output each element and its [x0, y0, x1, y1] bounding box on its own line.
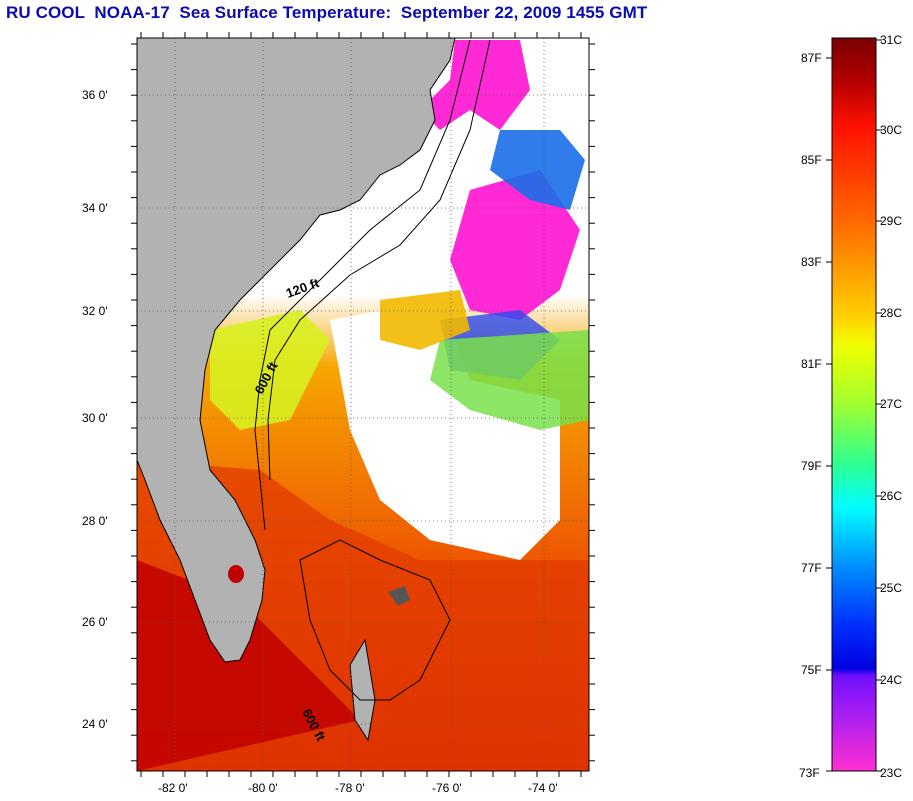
lon-label: -80 0': [248, 781, 278, 795]
fahrenheit-label: 87F: [801, 51, 822, 65]
fahrenheit-label: 79F: [801, 459, 822, 473]
map-frame: [136, 37, 590, 772]
lat-label: 36 0': [82, 88, 108, 102]
celsius-label: 24C: [880, 673, 902, 687]
contour-600ft: [267, 39, 491, 481]
orange-patch-north: [380, 290, 470, 350]
lat-label: 26 0': [82, 615, 108, 629]
graticule: [137, 38, 589, 771]
lat-label: 30 0': [82, 411, 108, 425]
celsius-label: 28C: [880, 306, 902, 320]
land-mass: [137, 38, 456, 663]
colorbar-gradient: [831, 37, 877, 772]
celsius-label: 23C: [880, 766, 902, 780]
page-title: RU COOL NOAA-17 Sea Surface Temperature:…: [6, 3, 648, 22]
lon-label: -82 0': [158, 781, 188, 795]
lon-label: -74 0': [528, 781, 558, 795]
lat-ticks: [131, 43, 595, 762]
lat-label: 28 0': [82, 514, 108, 528]
fahrenheit-label: 85F: [801, 153, 822, 167]
island-abaco: [388, 586, 410, 606]
cold-patch-1: [420, 40, 530, 130]
celsius-label: 25C: [880, 581, 902, 595]
cloud-region: [330, 300, 560, 560]
fahrenheit-label: 73F: [799, 766, 820, 780]
celsius-label: 29C: [880, 214, 902, 228]
contour-bahamas: [299, 539, 451, 701]
cold-patch-2: [450, 170, 580, 320]
lat-label: 24 0': [82, 717, 108, 731]
lon-ticks: [140, 32, 582, 777]
green-band: [430, 330, 589, 430]
cold-patch-3: [490, 130, 585, 210]
fahrenheit-label: 81F: [801, 357, 822, 371]
fahrenheit-label: 75F: [801, 663, 822, 677]
celsius-label: 31C: [880, 33, 902, 47]
fahrenheit-label: 77F: [801, 561, 822, 575]
celsius-label: 30C: [880, 123, 902, 137]
colorbar-ticks: [826, 39, 882, 772]
lat-label: 34 0': [82, 201, 108, 215]
hot-region: [137, 560, 360, 771]
yellow-band: [210, 310, 330, 430]
contour-120ft: [254, 39, 471, 531]
celsius-label: 27C: [880, 397, 902, 411]
lon-label: -78 0': [335, 781, 365, 795]
celsius-label: 26C: [880, 489, 902, 503]
andros-island: [349, 638, 376, 742]
lon-label: -76 0': [432, 781, 462, 795]
fahrenheit-label: 83F: [801, 255, 822, 269]
lat-label: 32 0': [82, 304, 108, 318]
lake-okeechobee: [228, 565, 244, 583]
